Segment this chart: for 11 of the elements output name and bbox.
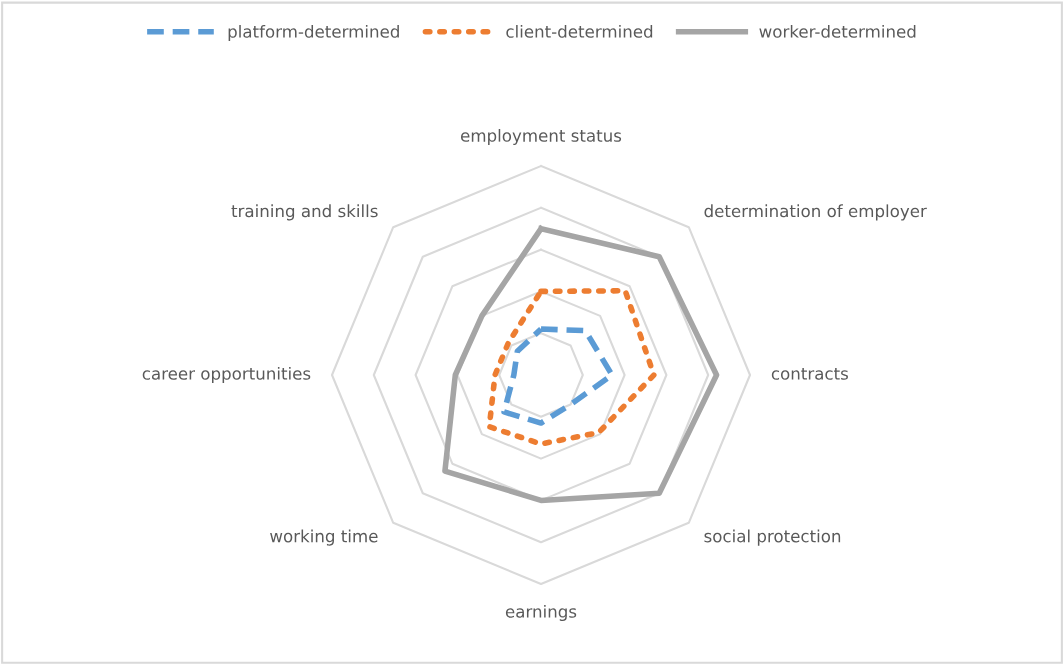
spoke-label: working time [270,529,378,546]
spoke-label: training and skills [231,204,378,221]
spoke-label: social protection [704,529,841,546]
spoke-label: contracts [771,367,848,380]
legend-label: worker-determined [759,24,916,38]
spoke-label: employment status [460,128,622,146]
legend-label: platform-determined [228,24,399,42]
spoke-label: career opportunities [142,366,311,384]
spoke-label: earnings [505,604,577,622]
legend-label: client-determined [506,24,653,38]
spoke-label: determination of employer [704,204,927,221]
